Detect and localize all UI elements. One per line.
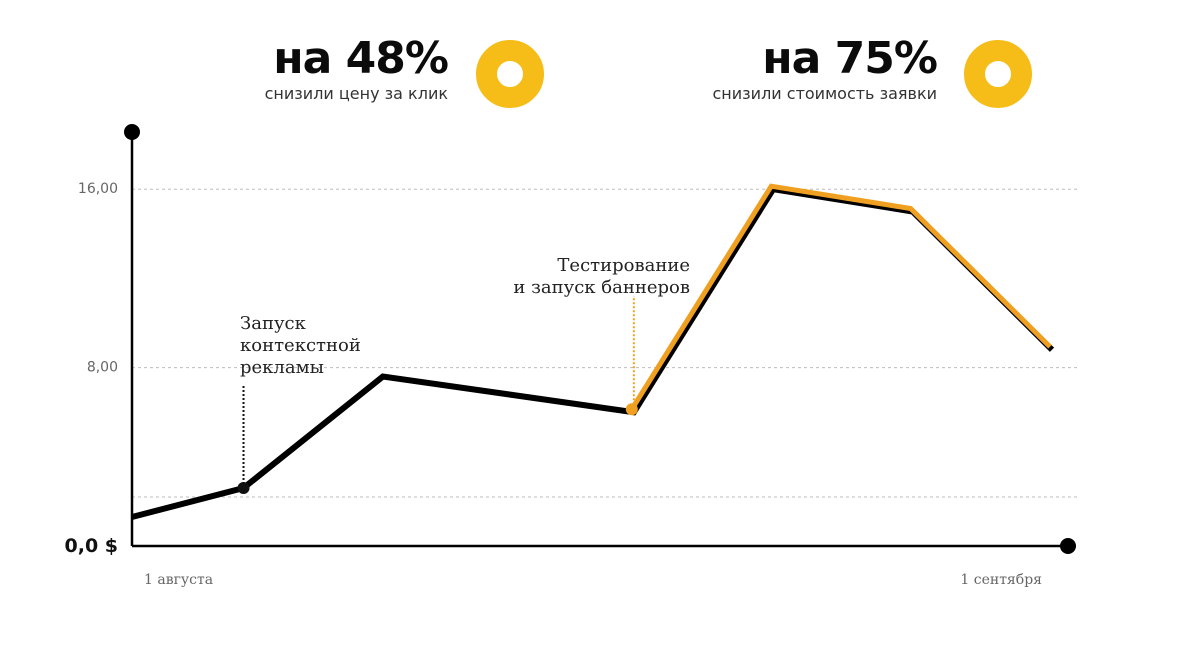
stat-lead-cost: на 75% снизили стоимость заявки xyxy=(712,33,938,104)
annotation-dot xyxy=(625,403,638,416)
stat-lead-cost-caption: снизили стоимость заявки xyxy=(712,84,938,103)
x-tick-label: 1 августа xyxy=(144,572,213,588)
annotation-text: Тестирование xyxy=(557,255,690,276)
ring-icon xyxy=(476,40,544,108)
y-axis-end-dot xyxy=(124,124,140,140)
ring-icon xyxy=(964,40,1032,108)
y-tick-label: 0,0 $ xyxy=(65,535,119,557)
stat-click-price-value: на 48% xyxy=(273,33,449,84)
annotation-dot xyxy=(237,482,250,495)
x-axis-end-dot xyxy=(1060,538,1076,554)
stat-lead-cost-value: на 75% xyxy=(762,33,938,84)
stat-click-price: на 48% снизили цену за клик xyxy=(264,33,449,104)
annotation-text: рекламы xyxy=(240,357,324,378)
x-tick-label: 1 сентября xyxy=(960,572,1042,588)
stat-click-price-caption: снизили цену за клик xyxy=(264,84,448,103)
annotation-text: контекстной xyxy=(240,335,361,356)
y-tick-label: 8,00 xyxy=(87,360,118,376)
y-tick-label: 16,00 xyxy=(78,181,118,197)
annotation-text: и запуск баннеров xyxy=(513,277,690,298)
series-line-highlight xyxy=(629,183,1052,411)
annotation-text: Запуск xyxy=(240,313,307,334)
